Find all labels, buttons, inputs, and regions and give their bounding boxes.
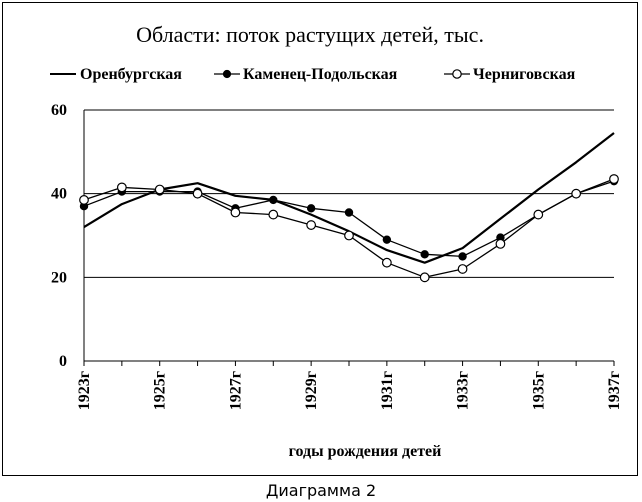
data-point-chernigov bbox=[192, 188, 203, 199]
figure-caption: Диаграмма 2 bbox=[265, 481, 377, 500]
data-point-chernigov bbox=[533, 209, 544, 220]
data-point-chernigov bbox=[306, 220, 317, 230]
x-tick-label: 1929г bbox=[303, 371, 320, 410]
data-point-kamenets bbox=[420, 250, 429, 259]
legend-label-chernigov: Черниговская bbox=[473, 66, 576, 83]
line-chart: Области: поток растущих детей, тыс. Орен… bbox=[50, 22, 623, 460]
gridlines bbox=[84, 109, 614, 278]
x-tick-label: 1925г bbox=[152, 371, 169, 410]
data-point-chernigov bbox=[457, 264, 468, 274]
x-tick-label: 1927г bbox=[227, 371, 244, 410]
data-point-chernigov bbox=[571, 188, 582, 199]
x-tick-label: 1937г bbox=[606, 371, 623, 410]
legend-item-orenburg: Оренбургская bbox=[50, 66, 182, 83]
data-point-kamenets bbox=[306, 204, 316, 213]
legend-marker-kamenets bbox=[222, 69, 232, 79]
legend-label-kamenets: Каменец-Подольская bbox=[243, 66, 398, 83]
legend: Оренбургская Каменец-Подольская Чернигов… bbox=[50, 66, 576, 83]
x-tick-label: 1931г bbox=[379, 371, 396, 410]
x-axis-label: годы рождения детей bbox=[289, 443, 442, 460]
series-line-orenburg bbox=[83, 132, 615, 264]
data-point-kamenets bbox=[269, 195, 278, 205]
y-tick-label: 40 bbox=[51, 186, 67, 203]
data-point-chernigov bbox=[609, 174, 619, 184]
data-point-chernigov bbox=[419, 272, 430, 283]
chart-frame bbox=[2, 2, 638, 476]
data-point-kamenets bbox=[458, 252, 467, 261]
legend-label-orenburg: Оренбургская bbox=[80, 66, 182, 83]
data-point-chernigov bbox=[268, 209, 279, 220]
data-point-chernigov bbox=[381, 257, 392, 268]
x-tick-label: 1935г bbox=[530, 371, 547, 410]
data-point-chernigov bbox=[495, 238, 506, 249]
x-axis-ticks: 1923г 1925г 1927г 1929г 1931г 1933г 1935г 1937г bbox=[76, 371, 623, 410]
legend-item-kamenets: Каменец-Подольская bbox=[214, 66, 398, 83]
axes bbox=[83, 110, 615, 366]
data-point-chernigov bbox=[154, 184, 165, 195]
data-point-chernigov bbox=[230, 207, 241, 218]
y-axis-ticks: 0 20 40 60 bbox=[51, 102, 67, 370]
chart-title: Области: поток растущих детей, тыс. bbox=[136, 22, 484, 47]
y-tick-label: 0 bbox=[59, 353, 67, 370]
y-tick-label: 20 bbox=[51, 269, 67, 286]
data-point-chernigov bbox=[344, 230, 354, 241]
x-tick-label: 1923г bbox=[76, 371, 93, 410]
legend-item-chernigov: Черниговская bbox=[444, 66, 576, 83]
legend-marker-chernigov bbox=[452, 69, 462, 79]
data-point-chernigov bbox=[79, 195, 89, 205]
data-point-kamenets bbox=[382, 235, 392, 244]
y-tick-label: 60 bbox=[51, 102, 67, 119]
x-tick-label: 1933г bbox=[455, 371, 472, 410]
series-markers bbox=[79, 174, 619, 283]
data-point-chernigov bbox=[116, 182, 127, 193]
series-lines bbox=[83, 132, 615, 278]
data-point-kamenets bbox=[344, 208, 354, 217]
